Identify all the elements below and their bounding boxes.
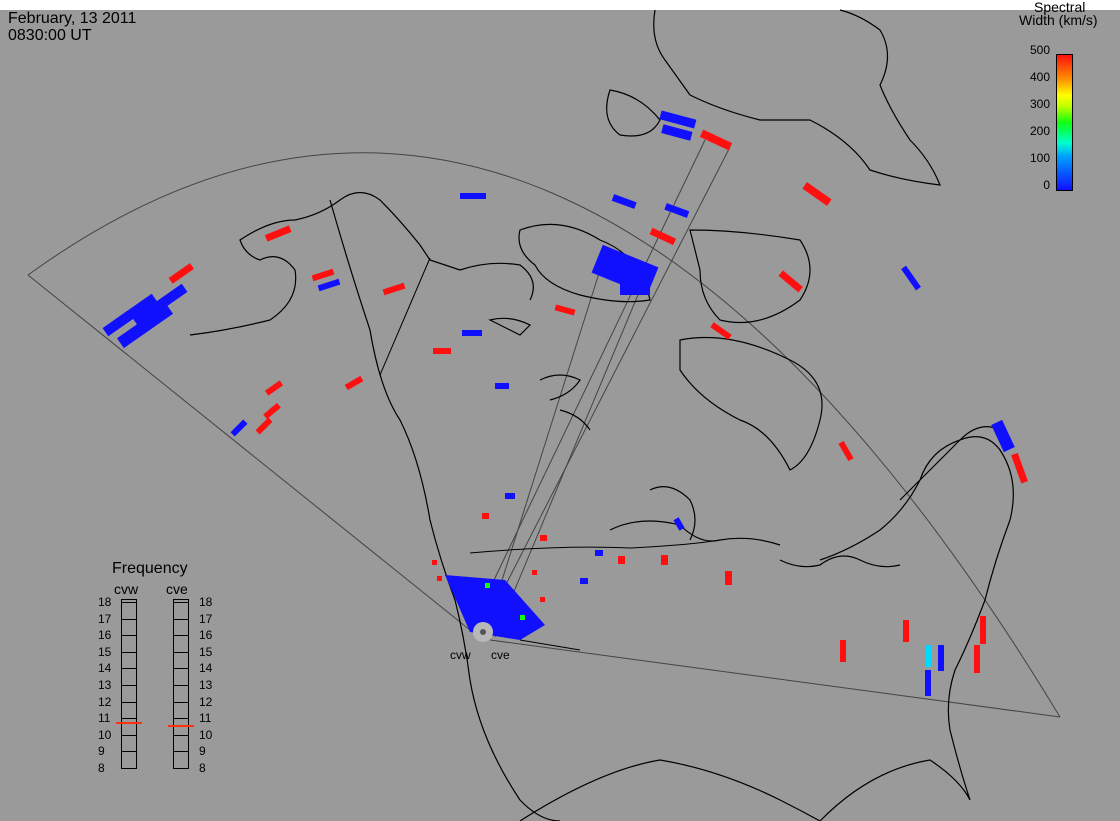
frequency-tick-right: 16 bbox=[199, 628, 213, 643]
frequency-tick-line bbox=[121, 701, 137, 703]
frequency-tick-line bbox=[173, 701, 189, 703]
top-white-strip bbox=[0, 0, 1120, 10]
frequency-tick-line bbox=[173, 651, 189, 653]
map-date: February, 13 2011 bbox=[8, 10, 137, 27]
beam-lines-inner bbox=[484, 269, 641, 638]
frequency-tick-left: 15 bbox=[98, 644, 112, 659]
frequency-marker-cvw bbox=[116, 721, 142, 724]
map-time: 0830:00 UT bbox=[8, 27, 92, 44]
frequency-tick-line bbox=[121, 618, 137, 620]
us-state-line bbox=[519, 639, 581, 651]
frequency-tick-left: 11 bbox=[98, 711, 111, 726]
frequency-tick-line bbox=[173, 635, 189, 637]
frequency-tick-line bbox=[121, 751, 137, 753]
frequency-tick-line bbox=[121, 668, 137, 670]
frequency-tick-line bbox=[121, 718, 137, 720]
frequency-tick-line bbox=[173, 751, 189, 753]
frequency-tick-line bbox=[173, 685, 189, 686]
frequency-radar-cve: cve bbox=[166, 581, 188, 597]
coastlines bbox=[189, 9, 1014, 821]
fov-east-edge bbox=[489, 639, 1061, 718]
colorbar-tick: 0 bbox=[1043, 178, 1050, 192]
frequency-tick-line bbox=[121, 635, 137, 637]
frequency-tick-left: 12 bbox=[98, 694, 112, 709]
frequency-tick-line bbox=[121, 734, 137, 736]
frequency-tick-line bbox=[173, 734, 189, 736]
frequency-tick-right: 18 bbox=[199, 595, 213, 609]
frequency-tick-right: 11 bbox=[199, 711, 212, 726]
radar-label-cvw: cvw bbox=[450, 648, 471, 662]
echoes-low-width bbox=[102, 110, 1015, 696]
frequency-bar-cvw bbox=[121, 599, 137, 769]
alaska-border bbox=[379, 257, 431, 376]
frequency-tick-line bbox=[173, 668, 189, 670]
frequency-tick-right: 15 bbox=[199, 644, 213, 659]
frequency-tick-line bbox=[121, 651, 137, 653]
borders bbox=[379, 257, 721, 651]
colorbar-tick: 400 bbox=[1029, 70, 1050, 84]
frequency-tick-right: 13 bbox=[199, 678, 213, 692]
frequency-tick-left: 16 bbox=[98, 628, 112, 643]
frequency-tick-left: 9 bbox=[98, 744, 105, 759]
frequency-tick-right: 10 bbox=[199, 727, 213, 742]
frequency-tick-line bbox=[121, 685, 137, 686]
us-canada-border bbox=[469, 539, 721, 554]
colorbar-title-line2: Width (km/s) bbox=[1019, 12, 1098, 28]
radar-label-cve: cve bbox=[491, 648, 510, 662]
spectral-width-colorbar bbox=[1056, 54, 1073, 191]
colorbar-title-line1: Spectral bbox=[1034, 0, 1086, 15]
frequency-tick-line bbox=[121, 602, 137, 603]
frequency-tick-line bbox=[173, 618, 189, 620]
frequency-tick-right: 12 bbox=[199, 694, 213, 709]
frequency-tick-right: 17 bbox=[199, 611, 213, 626]
frequency-panel-title: Frequency bbox=[112, 560, 188, 577]
frequency-tick-left: 17 bbox=[98, 611, 112, 626]
beam-lines bbox=[469, 139, 731, 636]
frequency-tick-left: 13 bbox=[98, 678, 112, 692]
frequency-radar-cvw: cvw bbox=[114, 581, 139, 597]
frequency-tick-line bbox=[173, 768, 189, 769]
frequency-tick-left: 18 bbox=[98, 595, 112, 609]
colorbar-tick: 500 bbox=[1029, 43, 1050, 57]
colorbar-tick: 200 bbox=[1029, 124, 1050, 138]
frequency-tick-line bbox=[173, 718, 189, 720]
frequency-marker-cve bbox=[168, 724, 194, 727]
frequency-tick-line bbox=[173, 602, 189, 603]
frequency-tick-left: 14 bbox=[98, 661, 112, 676]
frequency-tick-right: 8 bbox=[199, 761, 206, 775]
colorbar-tick: 100 bbox=[1029, 151, 1050, 165]
frequency-tick-right: 9 bbox=[199, 744, 206, 759]
frequency-tick-left: 8 bbox=[98, 761, 105, 775]
frequency-tick-left: 10 bbox=[98, 727, 112, 742]
colorbar-tick: 300 bbox=[1029, 97, 1050, 111]
echoes-high-width bbox=[168, 129, 1028, 673]
echoes-mid-width bbox=[485, 583, 932, 667]
frequency-tick-right: 14 bbox=[199, 661, 213, 676]
backscatter-echoes bbox=[102, 110, 1028, 696]
frequency-bar-cve bbox=[173, 599, 189, 769]
frequency-tick-line bbox=[121, 768, 137, 769]
fov-west-edge bbox=[27, 274, 471, 631]
